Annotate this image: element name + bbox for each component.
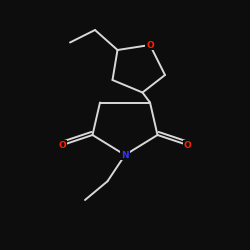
Text: O: O bbox=[58, 140, 66, 149]
Text: N: N bbox=[121, 150, 129, 160]
Text: O: O bbox=[184, 140, 192, 149]
Text: O: O bbox=[146, 40, 154, 50]
